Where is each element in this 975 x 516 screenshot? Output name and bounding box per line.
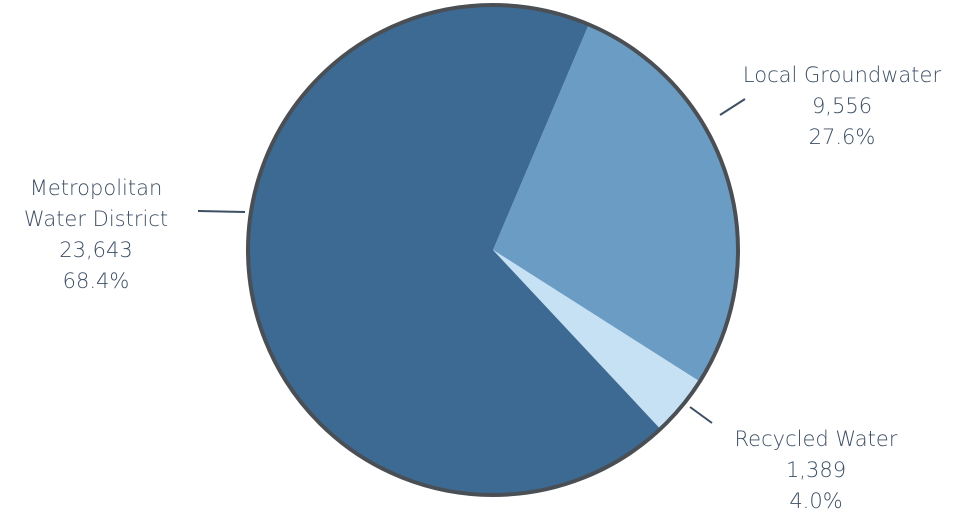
- slice-label-line: Recycled Water: [735, 427, 898, 451]
- slice-value-label: 9,556: [812, 94, 872, 118]
- slice-label-line: Local Groundwater: [743, 63, 942, 87]
- leader-line: [197, 210, 246, 213]
- slice-label-line: Water District: [24, 207, 168, 231]
- pie-outline: [246, 3, 740, 497]
- slice-percent-label: 68.4%: [63, 269, 130, 293]
- label-recycled-water: Recycled Water 1,389 4.0%: [689, 406, 898, 513]
- leader-line: [689, 406, 713, 424]
- slice-percent-label: 27.6%: [809, 125, 876, 149]
- slice-percent-label: 4.0%: [789, 489, 842, 513]
- pie-slice-metropolitan-water-district: [247, 5, 661, 496]
- slice-value-label: 23,643: [59, 238, 132, 262]
- pie-slices: [247, 5, 738, 496]
- slice-value-label: 1,389: [786, 458, 846, 482]
- pie-slice-recycled-water: [493, 250, 700, 429]
- label-local-groundwater: Local Groundwater 9,556 27.6%: [719, 63, 942, 149]
- leader-line: [719, 98, 746, 116]
- slice-label-line: Metropolitan: [30, 176, 163, 200]
- label-metropolitan-water-district: Metropolitan Water District 23,643 68.4%: [24, 176, 246, 293]
- pie-slice-local-groundwater: [493, 24, 738, 382]
